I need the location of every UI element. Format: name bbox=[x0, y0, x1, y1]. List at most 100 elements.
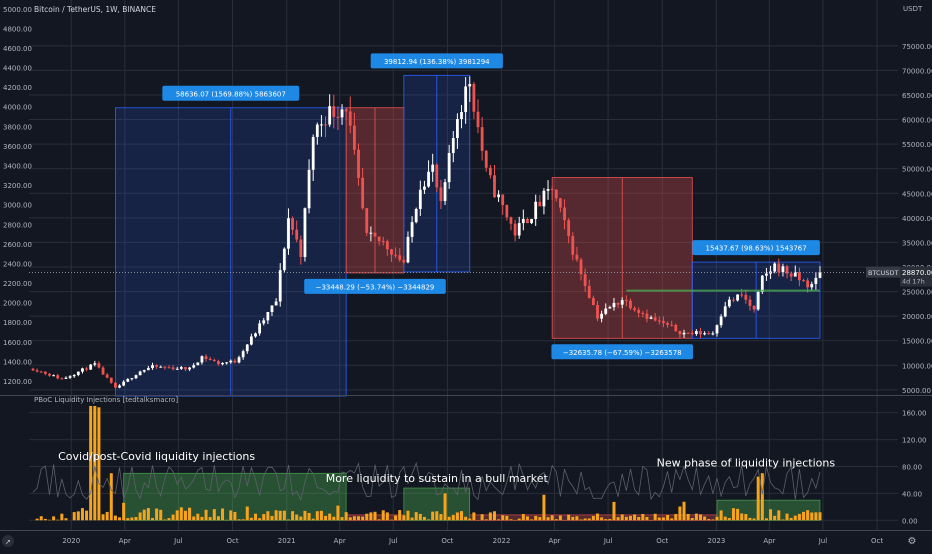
liquidity-bar[interactable] bbox=[229, 510, 232, 520]
liquidity-bar[interactable] bbox=[299, 517, 302, 521]
liquidity-bar[interactable] bbox=[448, 517, 451, 521]
liquidity-bar[interactable] bbox=[270, 516, 273, 520]
liquidity-bar[interactable] bbox=[715, 517, 718, 520]
liquidity-bar[interactable] bbox=[580, 519, 583, 520]
liquidity-bar[interactable] bbox=[819, 512, 822, 520]
liquidity-bar[interactable] bbox=[205, 510, 208, 520]
liquidity-bar[interactable] bbox=[592, 516, 595, 520]
liquidity-bar[interactable] bbox=[431, 512, 434, 521]
liquidity-bar[interactable] bbox=[691, 518, 694, 520]
liquidity-bar[interactable] bbox=[720, 510, 723, 520]
liquidity-bar[interactable] bbox=[60, 514, 63, 521]
liquidity-bar[interactable] bbox=[769, 509, 772, 520]
candle[interactable] bbox=[444, 179, 447, 205]
liquidity-bar[interactable] bbox=[93, 406, 96, 520]
liquidity-bar[interactable] bbox=[411, 518, 414, 521]
liquidity-bar[interactable] bbox=[551, 515, 554, 520]
liquidity-bar[interactable] bbox=[233, 512, 236, 520]
liquidity-bar[interactable] bbox=[250, 518, 253, 521]
liquidity-bar[interactable] bbox=[798, 514, 801, 520]
liquidity-bar[interactable] bbox=[386, 512, 389, 520]
liquidity-bar[interactable] bbox=[382, 510, 385, 520]
liquidity-bar[interactable] bbox=[617, 517, 620, 520]
liquidity-bar[interactable] bbox=[497, 519, 500, 520]
liquidity-bar[interactable] bbox=[106, 512, 109, 520]
liquidity-bar[interactable] bbox=[295, 515, 298, 521]
liquidity-bar[interactable] bbox=[89, 406, 92, 520]
liquidity-bar[interactable] bbox=[64, 518, 67, 520]
liquidity-bar[interactable] bbox=[151, 518, 154, 520]
liquidity-bar[interactable] bbox=[571, 517, 574, 520]
liquidity-bar[interactable] bbox=[217, 516, 220, 520]
liquidity-bar[interactable] bbox=[773, 516, 776, 520]
liquidity-bar[interactable] bbox=[279, 511, 282, 521]
liquidity-bar[interactable] bbox=[757, 477, 760, 521]
candle[interactable] bbox=[757, 291, 760, 311]
liquidity-bar[interactable] bbox=[110, 473, 113, 520]
liquidity-bar[interactable] bbox=[625, 517, 628, 521]
liquidity-bar[interactable] bbox=[402, 515, 405, 520]
candle[interactable] bbox=[283, 247, 286, 273]
liquidity-bar[interactable] bbox=[118, 517, 121, 520]
liquidity-bar[interactable] bbox=[394, 516, 397, 521]
liquidity-bar[interactable] bbox=[213, 509, 216, 520]
liquidity-bar[interactable] bbox=[794, 516, 797, 521]
liquidity-bar[interactable] bbox=[52, 516, 55, 520]
liquidity-bar[interactable] bbox=[666, 515, 669, 520]
liquidity-bar[interactable] bbox=[464, 517, 467, 521]
settings-gear-icon[interactable]: ⚙ bbox=[908, 536, 917, 547]
liquidity-bar[interactable] bbox=[291, 511, 294, 520]
liquidity-bar[interactable] bbox=[40, 516, 43, 520]
liquidity-bar[interactable] bbox=[373, 512, 376, 521]
candle[interactable] bbox=[114, 382, 117, 389]
liquidity-bar[interactable] bbox=[765, 518, 768, 520]
liquidity-bar[interactable] bbox=[246, 507, 249, 521]
liquidity-bar[interactable] bbox=[806, 510, 809, 520]
candle[interactable] bbox=[304, 208, 307, 262]
liquidity-bar[interactable] bbox=[176, 510, 179, 520]
liquidity-bar[interactable] bbox=[254, 514, 257, 521]
candle[interactable] bbox=[365, 208, 368, 236]
liquidity-bar[interactable] bbox=[126, 518, 129, 520]
liquidity-bar[interactable] bbox=[485, 519, 488, 520]
liquidity-bar[interactable] bbox=[481, 514, 484, 520]
liquidity-bar[interactable] bbox=[81, 508, 84, 520]
liquidity-bar[interactable] bbox=[588, 518, 591, 520]
liquidity-bar[interactable] bbox=[143, 510, 146, 521]
liquidity-bar[interactable] bbox=[674, 514, 677, 520]
liquidity-bar[interactable] bbox=[740, 513, 743, 520]
liquidity-bar[interactable] bbox=[415, 512, 418, 520]
liquidity-bar[interactable] bbox=[287, 519, 290, 520]
liquidity-bar[interactable] bbox=[130, 517, 133, 520]
liquidity-bar[interactable] bbox=[36, 519, 39, 521]
candle[interactable] bbox=[374, 233, 377, 237]
liquidity-bar[interactable] bbox=[608, 519, 611, 520]
liquidity-bar[interactable] bbox=[188, 508, 191, 521]
liquidity-bar[interactable] bbox=[522, 514, 525, 520]
liquidity-bar[interactable] bbox=[559, 516, 562, 521]
liquidity-bar[interactable] bbox=[77, 511, 80, 520]
liquidity-bar[interactable] bbox=[192, 516, 195, 520]
liquidity-bar[interactable] bbox=[518, 519, 521, 521]
liquidity-bar[interactable] bbox=[753, 518, 756, 520]
liquidity-bar[interactable] bbox=[172, 515, 175, 521]
liquidity-bar[interactable] bbox=[786, 514, 789, 521]
liquidity-bar[interactable] bbox=[633, 514, 636, 520]
liquidity-bar[interactable] bbox=[328, 514, 331, 521]
liquidity-bar[interactable] bbox=[526, 516, 529, 520]
liquidity-bar[interactable] bbox=[530, 519, 533, 520]
liquidity-bar[interactable] bbox=[167, 518, 170, 520]
liquidity-bar[interactable] bbox=[48, 520, 51, 521]
liquidity-bar[interactable] bbox=[728, 518, 731, 520]
liquidity-bar[interactable] bbox=[135, 517, 138, 520]
liquidity-bar[interactable] bbox=[489, 512, 492, 520]
liquidity-bar[interactable] bbox=[703, 517, 706, 521]
liquidity-bar[interactable] bbox=[283, 511, 286, 521]
liquidity-bar[interactable] bbox=[687, 514, 690, 520]
liquidity-bar[interactable] bbox=[114, 516, 117, 521]
liquidity-bar[interactable] bbox=[427, 519, 430, 520]
liquidity-bar[interactable] bbox=[242, 519, 245, 520]
liquidity-bar[interactable] bbox=[341, 517, 344, 520]
liquidity-bar[interactable] bbox=[662, 517, 665, 520]
